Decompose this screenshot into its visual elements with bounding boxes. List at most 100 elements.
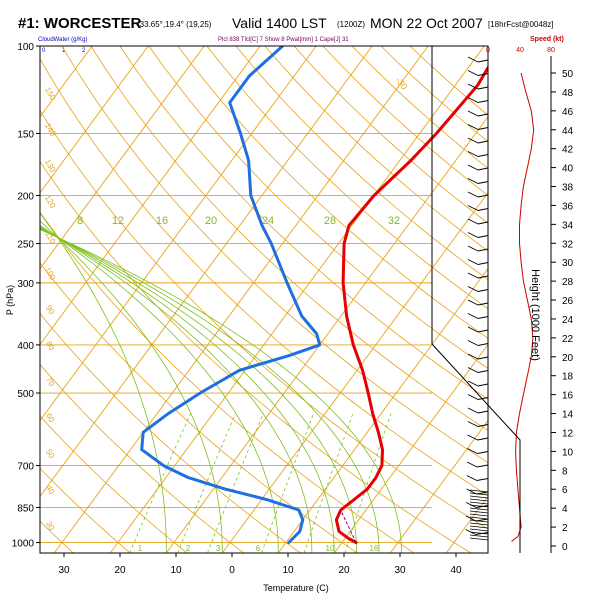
height-tick-label: 10 <box>562 447 574 458</box>
height-tick-label: 8 <box>562 466 568 477</box>
chart-axes: 30 20 10 0 10 20 30 401001502002503004005007008… <box>12 42 574 576</box>
wind-barb-low <box>469 537 489 541</box>
theta-label: 70 <box>44 376 57 389</box>
height-tick-label: 16 <box>562 391 574 402</box>
dry-adiabat-line <box>40 160 472 553</box>
height-tick-label: 50 <box>562 69 574 80</box>
bottom-mix-label: 2 <box>186 544 191 553</box>
wind-barbs <box>465 56 489 541</box>
theta-label: 40 <box>44 484 57 497</box>
dry-adiabat-line <box>40 363 244 553</box>
height-tick-label: 36 <box>562 201 574 212</box>
moist-adiabat-line <box>40 220 223 553</box>
x-tick-label: 10 <box>282 565 294 576</box>
height-tick-label: 0 <box>562 542 568 553</box>
wind-barb-flag <box>467 286 479 292</box>
isotherm-line <box>333 343 488 553</box>
dry-adiabat-line <box>40 211 415 553</box>
wind-barb-flag <box>467 218 479 225</box>
parcel-path <box>341 512 357 543</box>
height-tick-label: 4 <box>562 504 568 515</box>
moist-adiabat-line <box>40 212 167 553</box>
wind-barb-low <box>469 516 489 520</box>
wind-barb <box>477 343 489 346</box>
isotherm-grid <box>40 46 488 553</box>
wind-barb-low <box>469 525 489 529</box>
wind-barb <box>477 262 489 265</box>
wind-barb <box>477 167 489 171</box>
wind-barb-flag <box>467 299 479 306</box>
mixing-ratio-label: 24 <box>262 215 274 227</box>
sounding-info: Plcl 838 Tlcl[C] 7 Show 8 Pwat[mm] 1 Cap… <box>218 37 349 43</box>
bottom-mix-label: 6 <box>256 544 261 553</box>
wind-barb-flag <box>467 421 479 427</box>
mixing-ratio-label: 16 <box>156 215 168 227</box>
height-tick-label: 30 <box>562 258 574 269</box>
wind-barb-low <box>469 531 489 535</box>
wind-barb-flag <box>467 191 479 198</box>
wind-barb-flag <box>467 124 479 130</box>
valid-date: MON 22 Oct 2007 <box>370 15 483 31</box>
wind-barb-low <box>469 495 489 499</box>
height-tick-label: 26 <box>562 296 574 307</box>
wind-barb-flag <box>467 83 479 90</box>
wind-barb-flag <box>467 56 479 63</box>
moist-adiabat-line <box>40 224 279 553</box>
station-coords: -33.65°,19.4° (19,25) <box>137 20 212 29</box>
dry-adiabat-line <box>322 46 488 197</box>
x-tick-label: 20 <box>114 565 126 576</box>
mixing-ratio-line <box>303 413 354 553</box>
moist-adiabat-line <box>40 228 380 553</box>
wind-barb <box>477 235 489 238</box>
wind-speed-line <box>511 72 535 542</box>
wind-barb-flag <box>467 232 479 238</box>
wind-barb <box>477 59 489 63</box>
theta-label: 140 <box>43 122 58 139</box>
wind-barb-flag <box>467 178 479 184</box>
x-tick-label: 20 <box>338 565 350 576</box>
wind-barb-flag <box>467 137 479 144</box>
wind-barb <box>477 302 489 306</box>
plot-frame <box>39 45 489 554</box>
wind-barb <box>477 208 489 211</box>
pressure-tick-label: 850 <box>17 503 34 514</box>
dry-adiabat-line <box>40 467 131 553</box>
wind-barb <box>477 248 489 252</box>
x-tick-label: 30 <box>58 565 70 576</box>
forecast-label: [18hrFcst@0048z] <box>488 20 553 29</box>
moist-adiabat-line <box>40 227 358 553</box>
y-axis-title: P (hPa) <box>5 285 15 315</box>
wind-barb-flag <box>467 259 479 265</box>
wind-barb-flag <box>467 205 479 211</box>
x-tick-label: 40 <box>450 565 462 576</box>
wind-barb <box>477 383 489 387</box>
dry-adiabat-grid <box>40 46 488 553</box>
x-axis-title: Temperature (C) <box>263 583 329 593</box>
x-tick-label: 10 <box>170 565 182 576</box>
wind-barb-flag <box>467 110 479 117</box>
wind-barb-flag <box>466 461 478 468</box>
wind-barb-low <box>469 522 489 526</box>
dry-adiabat-line <box>264 46 488 252</box>
wind-barb <box>477 181 489 184</box>
wind-barb <box>477 275 489 279</box>
theta-label: 50 <box>44 448 57 461</box>
dry-adiabat-line <box>206 46 488 310</box>
wind-barb-flag <box>467 272 479 279</box>
wind-barb-low <box>469 510 489 514</box>
wind-barb-flag <box>467 340 479 346</box>
wind-barb-low <box>469 513 489 517</box>
cloud-water-label: CloudWater (g/Kg) <box>38 37 87 43</box>
mixing-ratio-label: 8 <box>77 215 83 227</box>
isotherm-line <box>277 267 488 553</box>
wind-barb-flag <box>467 70 479 76</box>
wind-barb <box>477 113 489 117</box>
bottom-mix-label: 10 <box>326 544 335 553</box>
wind-barb-flag <box>467 448 478 454</box>
pressure-tick-label: 150 <box>17 129 34 140</box>
wind-barb-flag <box>467 313 479 319</box>
wind-barb-flag <box>467 164 479 171</box>
bottom-mix-label: 3 <box>216 544 221 553</box>
mixing-ratio-line <box>261 413 314 553</box>
